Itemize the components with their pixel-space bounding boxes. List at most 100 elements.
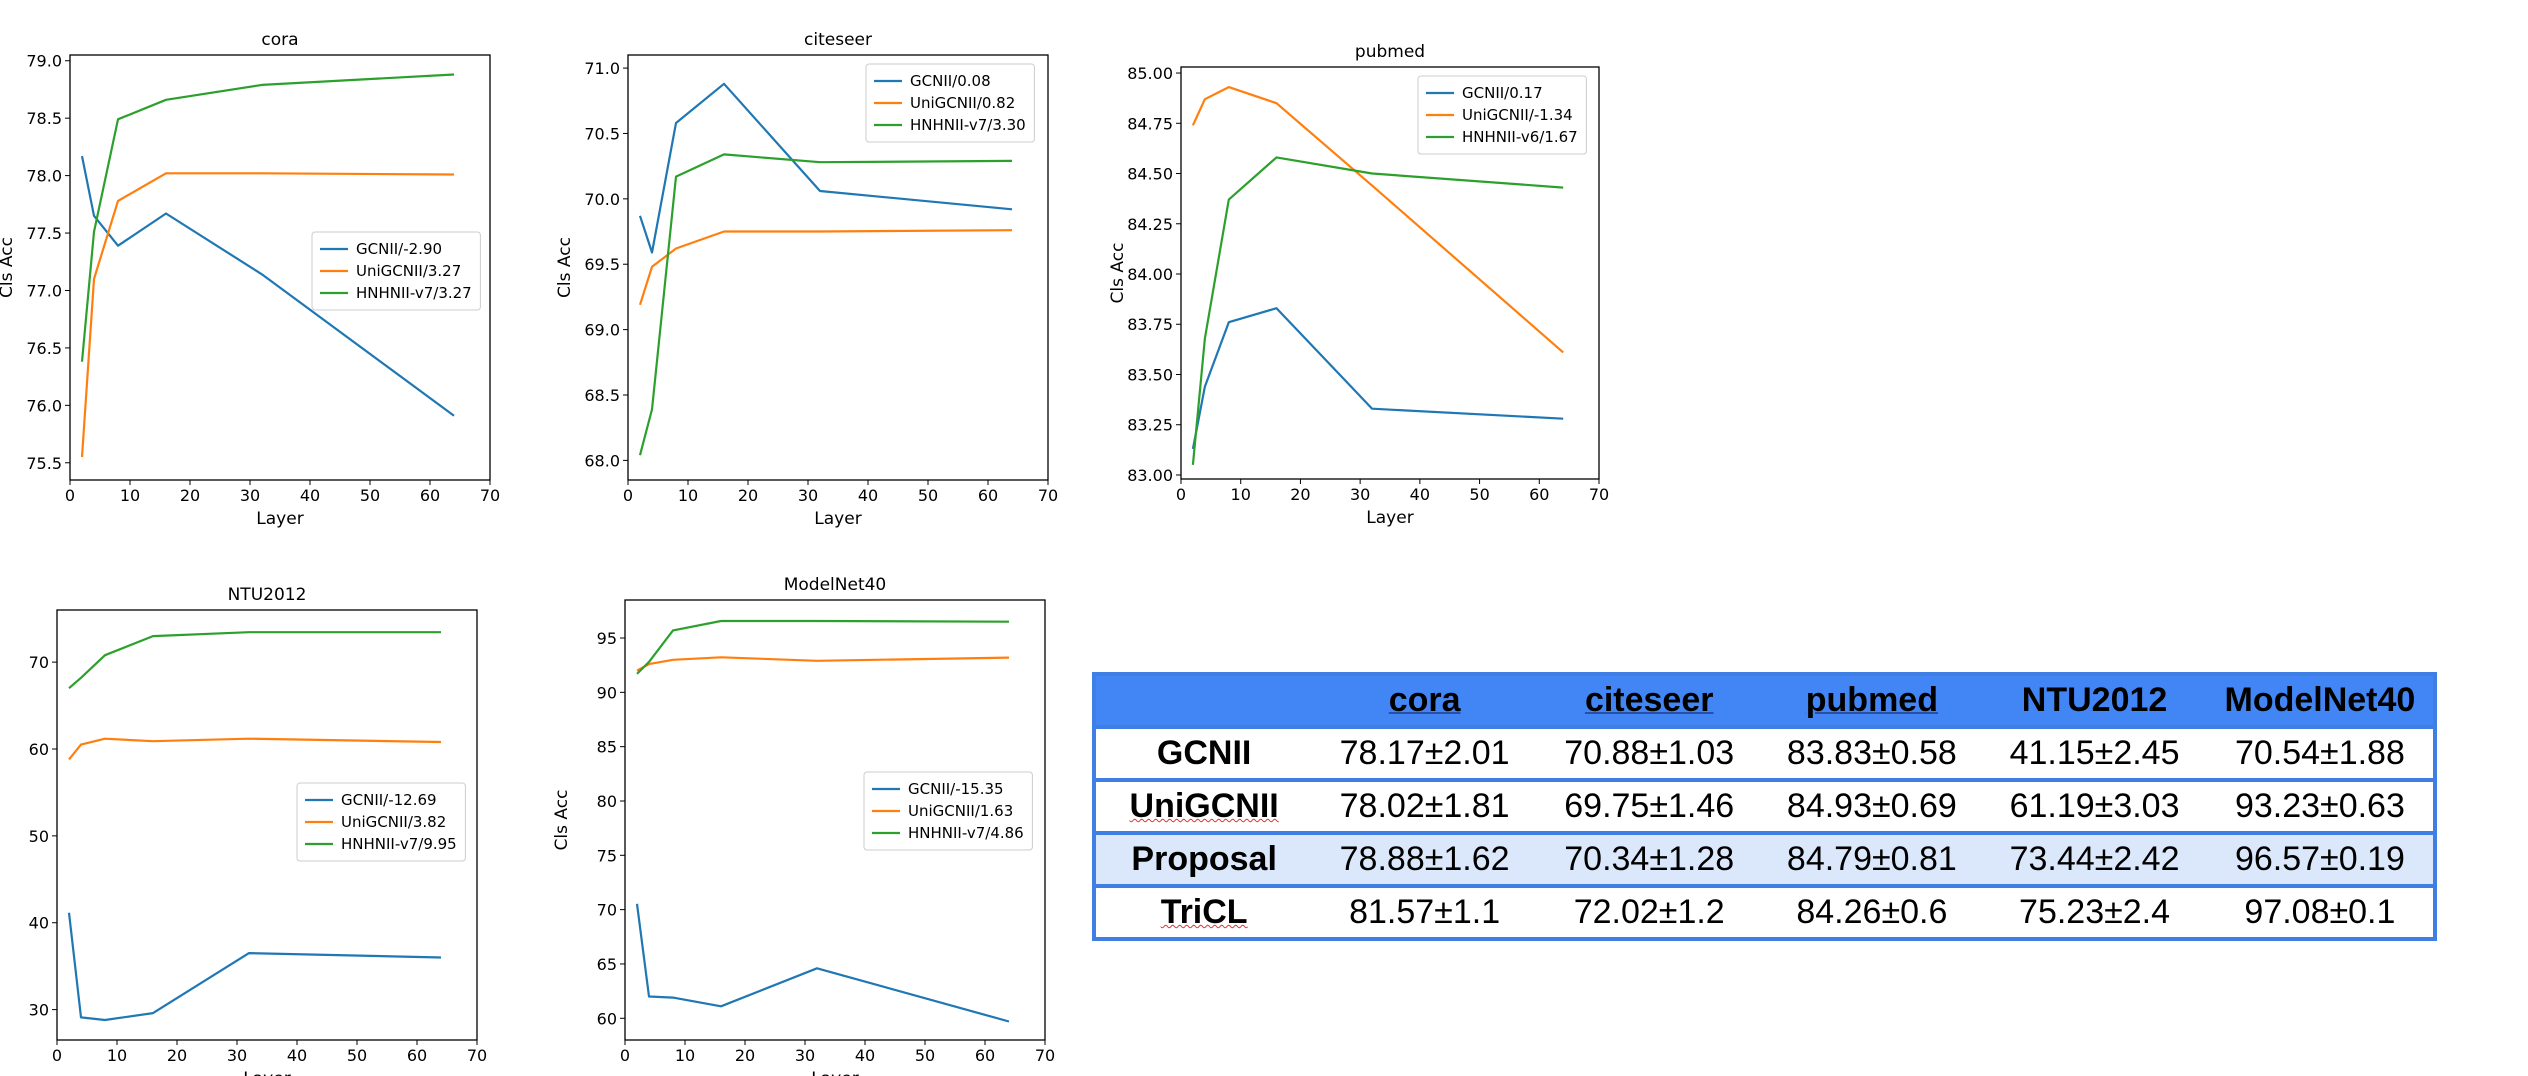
- y-tick-label: 30: [29, 1001, 49, 1020]
- x-tick-label: 10: [678, 486, 698, 505]
- series-line: [636, 656, 1010, 672]
- x-tick-label: 30: [795, 1046, 815, 1065]
- y-tick-label: 70.5: [584, 124, 620, 143]
- x-tick-label: 50: [915, 1046, 935, 1065]
- table-cell: 70.34±1.28: [1564, 840, 1735, 878]
- table-cell: 93.23±0.63: [2234, 787, 2405, 825]
- series-line: [68, 631, 441, 690]
- chart-title: NTU2012: [228, 585, 307, 605]
- y-tick-label: 90: [597, 683, 617, 702]
- legend-entry: GCNII/0.17: [1462, 84, 1543, 102]
- legend-entry: UniGCNII/0.82: [910, 94, 1015, 112]
- x-tick-label: 50: [1469, 485, 1489, 504]
- table-cell: 81.57±1.1: [1349, 893, 1501, 931]
- table-cell: 61.19±3.03: [2009, 787, 2180, 825]
- x-tick-label: 20: [180, 486, 200, 505]
- series-line: [80, 73, 455, 362]
- table-header-cell: ModelNet40: [2224, 681, 2416, 719]
- table-header-cell: [1094, 674, 1312, 727]
- series-line: [80, 172, 455, 458]
- chart-4: ModelNet40 0 10 20 30 40 50 60 70 60 65 70 75 80 85 90 9…: [552, 575, 1055, 1076]
- table-row: TriCL 81.57±1.1 72.02±1.2 84.26±0.6 75.2…: [1094, 886, 2435, 939]
- y-axis-label: Cls Acc: [1108, 243, 1128, 304]
- row-label: UniGCNII: [1129, 787, 1279, 825]
- x-tick-label: 30: [240, 486, 260, 505]
- x-tick-label: 20: [735, 1046, 755, 1065]
- chart-title: pubmed: [1355, 42, 1425, 62]
- y-tick-label: 76.5: [26, 339, 62, 358]
- x-tick-label: 40: [855, 1046, 875, 1065]
- x-tick-label: 20: [167, 1046, 187, 1065]
- x-tick-label: 30: [1350, 485, 1370, 504]
- table-row: Proposal 78.88±1.62 70.34±1.28 84.79±0.8…: [1094, 833, 2435, 886]
- table-cell: 84.93±0.69: [1786, 787, 1957, 825]
- plot-frame: [69, 54, 491, 481]
- table-cell: 84.26±0.6: [1796, 893, 1948, 931]
- y-tick-label: 78.0: [26, 167, 62, 186]
- x-tick-label: 10: [107, 1046, 127, 1065]
- y-axis-label: Cls Acc: [0, 795, 4, 856]
- legend-entry: UniGCNII/3.82: [341, 813, 446, 831]
- table-cell: 69.75±1.46: [1564, 787, 1735, 825]
- x-tick-label: 70: [1035, 1046, 1055, 1065]
- y-tick-label: 83.00: [1127, 466, 1173, 485]
- y-tick-label: 84.50: [1127, 165, 1173, 184]
- x-tick-label: 70: [480, 486, 500, 505]
- legend-entry: GCNII/-2.90: [356, 240, 442, 258]
- series-line: [68, 737, 442, 761]
- x-tick-label: 0: [65, 486, 75, 505]
- x-tick-label: 40: [1410, 485, 1430, 504]
- y-tick-label: 69.5: [584, 255, 620, 274]
- series-line: [638, 82, 1013, 254]
- y-axis-label: Cls Acc: [555, 237, 575, 298]
- x-axis-label: Layer: [243, 1069, 290, 1076]
- chart-title: ModelNet40: [784, 575, 887, 595]
- results-table: cora citeseer pubmed NTU2012 ModelNet40 …: [1092, 672, 2437, 941]
- legend-entry: HNHNII-v7/3.27: [356, 284, 472, 302]
- x-tick-label: 40: [300, 486, 320, 505]
- table-cell: 70.54±1.88: [2234, 734, 2405, 772]
- y-tick-label: 83.50: [1127, 365, 1173, 384]
- legend-entry: HNHNII-v7/4.86: [908, 824, 1024, 842]
- x-tick-label: 0: [620, 1046, 630, 1065]
- x-axis-label: Layer: [1366, 508, 1413, 528]
- y-tick-label: 95: [597, 629, 617, 648]
- table-header-cell: citeseer: [1584, 681, 1714, 719]
- chart-0: cora 0 10 20 30 40 50 60 70 75.5 76.0 76.5 77.0 77.5 7…: [0, 30, 500, 529]
- x-tick-label: 0: [623, 486, 633, 505]
- series-line: [67, 912, 442, 1022]
- x-tick-label: 60: [978, 486, 998, 505]
- series-line: [638, 153, 1013, 456]
- x-tick-label: 20: [738, 486, 758, 505]
- y-tick-label: 77.0: [26, 281, 62, 300]
- y-tick-label: 75: [597, 846, 617, 865]
- legend-entry: HNHNII-v7/3.30: [910, 116, 1026, 134]
- x-tick-label: 50: [360, 486, 380, 505]
- table-cell: 78.88±1.62: [1339, 840, 1510, 878]
- x-tick-label: 60: [420, 486, 440, 505]
- x-tick-label: 0: [1176, 485, 1186, 504]
- x-axis-label: Layer: [256, 509, 303, 529]
- x-tick-label: 10: [675, 1046, 695, 1065]
- x-tick-label: 30: [798, 486, 818, 505]
- series-line: [1191, 156, 1564, 466]
- legend-box: [863, 771, 1033, 851]
- table-cell: 83.83±0.58: [1786, 734, 1957, 772]
- legend-entry: UniGCNII/1.63: [908, 802, 1013, 820]
- y-tick-label: 68.0: [584, 451, 620, 470]
- x-tick-label: 40: [287, 1046, 307, 1065]
- row-label: GCNII: [1156, 734, 1252, 772]
- legend-box: [296, 782, 466, 862]
- y-tick-label: 83.25: [1127, 416, 1173, 435]
- y-tick-label: 85: [597, 738, 617, 757]
- y-tick-label: 71.0: [584, 59, 620, 78]
- table-cell: 84.79±0.81: [1786, 840, 1957, 878]
- y-tick-label: 40: [29, 914, 49, 933]
- y-axis-label: Cls Acc: [552, 790, 572, 851]
- x-tick-label: 0: [52, 1046, 62, 1065]
- y-tick-label: 60: [597, 1009, 617, 1028]
- y-tick-label: 78.5: [26, 109, 62, 128]
- chart-title: citeseer: [804, 30, 872, 50]
- legend-entry: GCNII/-12.69: [341, 791, 437, 809]
